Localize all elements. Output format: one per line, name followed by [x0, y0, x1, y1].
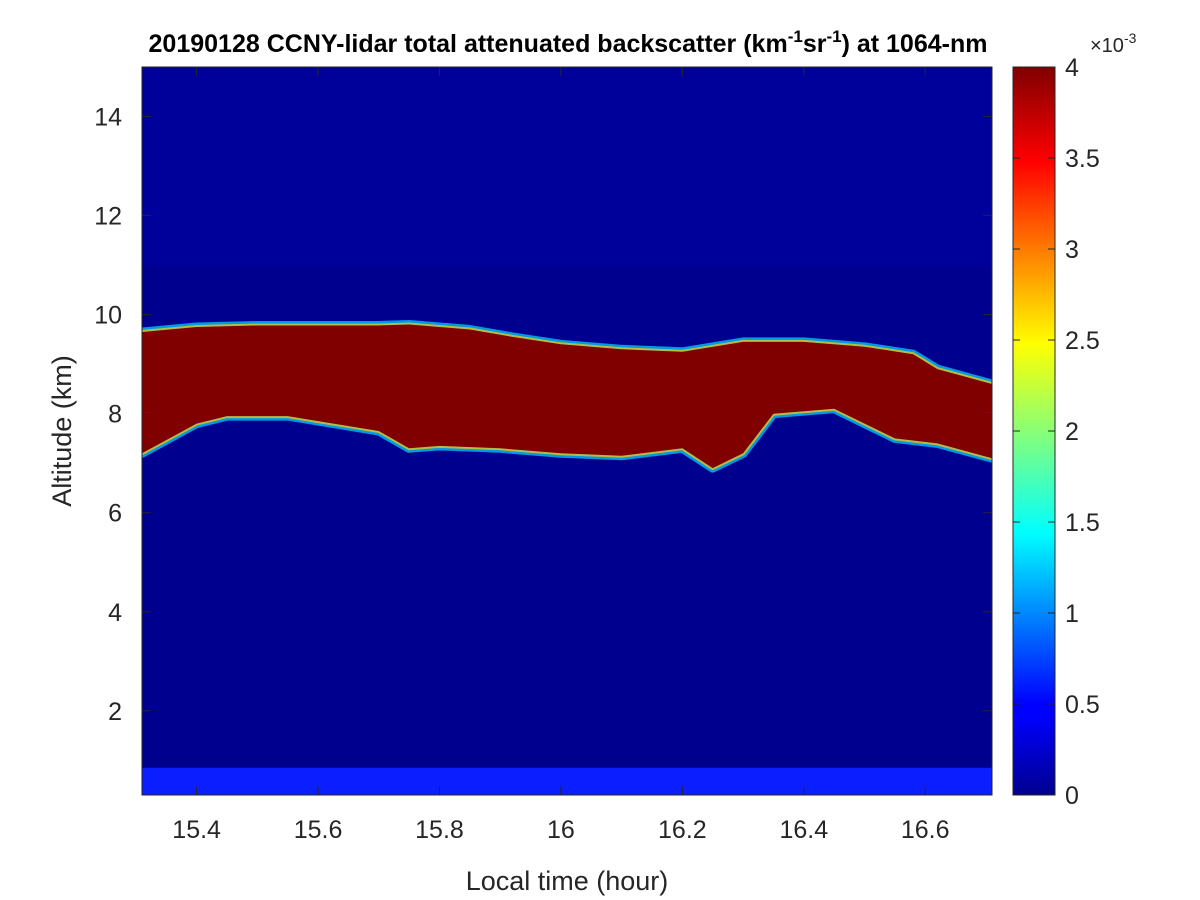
title-sup1: -1	[788, 27, 803, 46]
colorbar-tick-label: 2	[1065, 418, 1079, 446]
colorbar-tick-label: 0.5	[1065, 691, 1100, 719]
cloud-layer	[142, 324, 992, 469]
y-axis: 2 4 6 8 10 12 14	[94, 104, 992, 726]
x-tick-label: 15.8	[415, 816, 464, 844]
x-tick-label: 16	[547, 816, 575, 844]
x-axis-label: Local time (hour)	[466, 866, 669, 896]
colorbar-tick-label: 3	[1065, 236, 1079, 264]
colorbar-tick-label: 1.5	[1065, 509, 1100, 537]
plot-frame	[141, 66, 993, 796]
colorbar-exponent-base: ×10	[1090, 35, 1124, 57]
title-sup2: -1	[826, 27, 841, 46]
title-main: 20190128 CCNY-lidar total attenuated bac…	[149, 30, 788, 58]
y-tick-label: 4	[108, 599, 122, 627]
y-axis-label: Altitude (km)	[47, 355, 77, 507]
x-tick-label: 16.4	[779, 816, 828, 844]
y-tick-label: 14	[94, 104, 122, 132]
colorbar-tick-label: 1	[1065, 600, 1079, 628]
colorbar-tick-label: 0	[1065, 782, 1079, 810]
x-axis: 15.4 15.6 15.8 16 16.2 16.4 16.6	[172, 67, 950, 844]
x-tick-label: 16.6	[901, 816, 950, 844]
colorbar-axis: 0 0.5 1 1.5 2 2.5 3 3.5 4	[1013, 54, 1100, 810]
x-tick-label: 16.2	[658, 816, 707, 844]
colorbar-tick-label: 2.5	[1065, 327, 1100, 355]
y-tick-label: 6	[108, 500, 122, 528]
x-tick-label: 15.4	[172, 816, 221, 844]
chart-title: 20190128 CCNY-lidar total attenuated bac…	[149, 27, 988, 58]
colorbar-exponent: ×10-3	[1090, 30, 1137, 57]
y-tick-label: 2	[108, 698, 122, 726]
surface-band	[142, 767, 992, 795]
upper-noise-band	[142, 67, 992, 266]
title-mid: sr	[803, 30, 827, 58]
x-tick-label: 15.6	[294, 816, 343, 844]
title-tail: ) at 1064-nm	[842, 30, 988, 58]
colorbar-tick-label: 4	[1065, 54, 1079, 82]
y-tick-label: 12	[94, 203, 122, 231]
y-tick-label: 10	[94, 302, 122, 330]
colorbar-exponent-power: -3	[1124, 30, 1137, 46]
colorbar-tick-label: 3.5	[1065, 145, 1100, 173]
plot-area	[142, 67, 992, 795]
y-tick-label: 8	[108, 401, 122, 429]
